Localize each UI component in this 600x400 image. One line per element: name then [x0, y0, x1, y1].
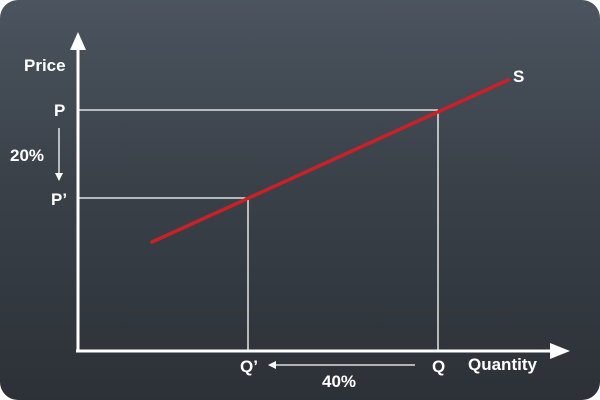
- y-axis-arrowhead: [70, 32, 86, 50]
- price-p-prime-label: P’: [51, 190, 67, 209]
- quantity-q-label: Q: [432, 357, 445, 376]
- x-axis-arrowhead: [550, 343, 570, 359]
- price-p-label: P: [54, 101, 65, 120]
- quantity-change-label: 40%: [322, 372, 356, 391]
- supply-curve: [150, 78, 510, 244]
- quantity-q-prime-label: Q’: [240, 357, 258, 376]
- price-change-label: 20%: [10, 146, 44, 165]
- supply-curve-label: S: [513, 67, 524, 86]
- y-axis-label: Price: [24, 56, 66, 75]
- x-axis-label: Quantity: [468, 355, 537, 374]
